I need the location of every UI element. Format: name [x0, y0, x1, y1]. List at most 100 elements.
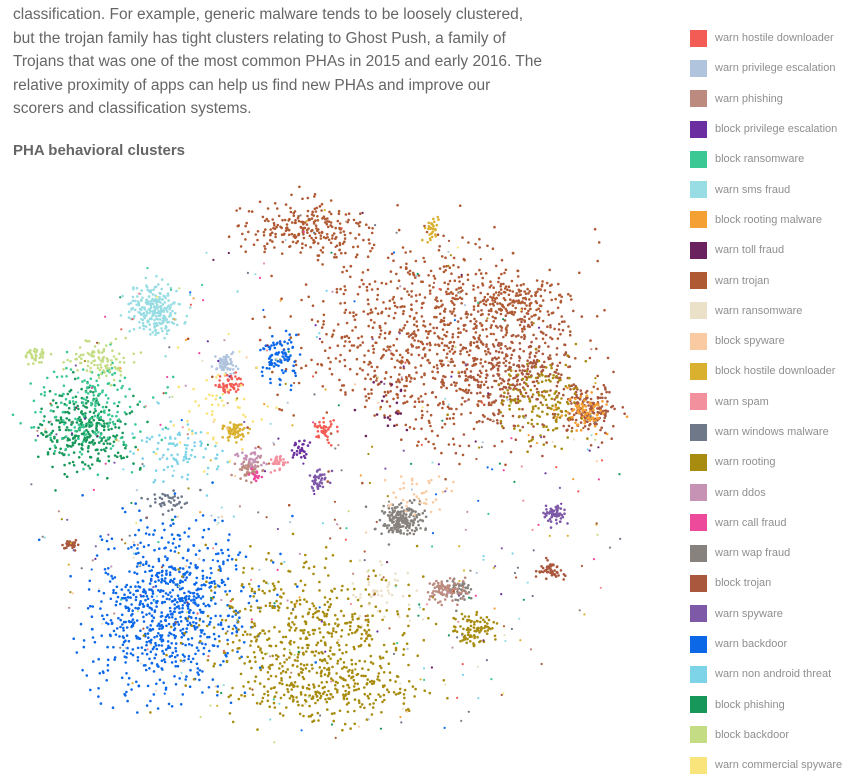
point-warn-wap-fraud [393, 527, 397, 531]
point-warn-backdoor [176, 594, 180, 597]
point-warn-trojan [380, 281, 384, 285]
point-warn-non-android-threat [152, 450, 156, 454]
point-warn-backdoor [137, 684, 141, 687]
point-warn-backdoor [292, 364, 295, 368]
point-warn-trojan [269, 238, 272, 242]
point-warn-sms-fraud [167, 320, 171, 324]
point-block-trojan [588, 407, 592, 411]
point-warn-rooting [345, 650, 348, 654]
point-block-trojan [555, 368, 559, 372]
point-warn-rooting [238, 646, 241, 650]
point-warn-trojan [443, 281, 447, 284]
point-warn-trojan [518, 369, 522, 372]
point-warn-trojan [485, 353, 488, 356]
point-warn-trojan [369, 361, 372, 365]
point-warn-trojan [508, 289, 512, 292]
point-warn-rooting [294, 616, 297, 619]
point-warn-rooting [242, 571, 245, 574]
point-block-phishing [106, 442, 109, 445]
point-warn-rooting [186, 617, 189, 620]
point-warn-rooting [308, 704, 311, 708]
point-block-ransomware [97, 373, 100, 377]
point-warn-backdoor [100, 634, 103, 637]
point-warn-backdoor [169, 578, 173, 582]
point-warn-wap-fraud [386, 526, 389, 530]
point-block-ransomware [81, 368, 85, 371]
point-warn-rooting [306, 612, 310, 616]
point-block-phishing [51, 429, 55, 433]
point-block-phishing [85, 424, 88, 427]
point-warn-sms-fraud [142, 324, 146, 328]
point-warn-wap-fraud [404, 513, 408, 516]
point-warn-backdoor [107, 547, 110, 551]
point-block-trojan [495, 419, 499, 422]
point-warn-trojan [414, 418, 418, 421]
point-warn-rooting [297, 653, 300, 656]
point-block-trojan [605, 390, 608, 394]
point-block-trojan [602, 419, 606, 423]
point-warn-backdoor [136, 547, 139, 550]
point-warn-trojan [273, 202, 277, 205]
point-warn-backdoor [125, 672, 128, 675]
point-warn-rooting [555, 374, 558, 378]
point-block-backdoor [78, 355, 81, 359]
point-warn-rooting [259, 702, 262, 705]
point-warn-trojan [408, 374, 411, 378]
point-warn-trojan [538, 310, 542, 313]
point-warn-sms-fraud [161, 309, 164, 313]
point-warn-trojan [288, 245, 292, 248]
point-warn-trojan [550, 311, 554, 315]
point-warn-rooting [407, 680, 411, 683]
point-block-backdoor [100, 351, 104, 354]
point-warn-rooting [295, 696, 298, 699]
point-block-trojan [499, 324, 502, 328]
point-warn-backdoor [183, 655, 186, 658]
point-warn-backdoor [202, 652, 205, 656]
point-warn-rooting [368, 703, 372, 706]
point-warn-trojan [513, 311, 517, 314]
point-block-trojan [521, 369, 524, 372]
point-warn-rooting [359, 643, 363, 647]
point-warn-trojan [458, 280, 461, 283]
point-warn-rooting [282, 654, 286, 657]
point-warn-rooting [323, 612, 326, 615]
point-block-backdoor [119, 373, 123, 377]
point-warn-trojan [387, 314, 391, 318]
point-warn-trojan [433, 315, 436, 319]
point-block-trojan [541, 352, 545, 356]
point-warn-backdoor [118, 635, 121, 638]
point-warn-backdoor [261, 366, 265, 369]
point-block-ransomware [64, 435, 68, 438]
point-warn-trojan [285, 223, 289, 226]
point-warn-trojan [306, 231, 309, 234]
point-warn-rooting [252, 595, 255, 598]
point-warn-backdoor [160, 601, 164, 605]
point-block-ransomware [171, 375, 175, 379]
point-block-trojan [467, 444, 471, 448]
point-warn-backdoor [216, 645, 220, 648]
point-block-backdoor [88, 353, 91, 356]
point-warn-trojan [509, 298, 512, 301]
point-warn-backdoor [170, 642, 173, 645]
point-block-ransomware [88, 384, 92, 387]
point-warn-backdoor [195, 626, 199, 629]
point-warn-trojan [464, 379, 467, 382]
point-warn-sms-fraud [135, 303, 138, 307]
point-warn-backdoor [161, 639, 165, 643]
point-block-ransomware [32, 425, 36, 429]
point-warn-backdoor [165, 624, 168, 628]
point-warn-backdoor [187, 535, 190, 538]
point-block-phishing [107, 459, 111, 463]
point-warn-rooting [282, 592, 285, 595]
point-warn-wap-fraud [391, 509, 395, 512]
point-block-phishing [86, 450, 90, 453]
point-block-ransomware [160, 438, 164, 442]
point-warn-trojan [442, 319, 446, 323]
point-warn-sms-fraud [141, 306, 145, 309]
point-warn-rooting [302, 664, 306, 667]
point-warn-rooting [268, 589, 271, 593]
point-block-phishing [114, 426, 117, 429]
point-warn-trojan [252, 243, 256, 246]
point-warn-backdoor [144, 532, 148, 535]
point-warn-trojan [489, 326, 493, 329]
